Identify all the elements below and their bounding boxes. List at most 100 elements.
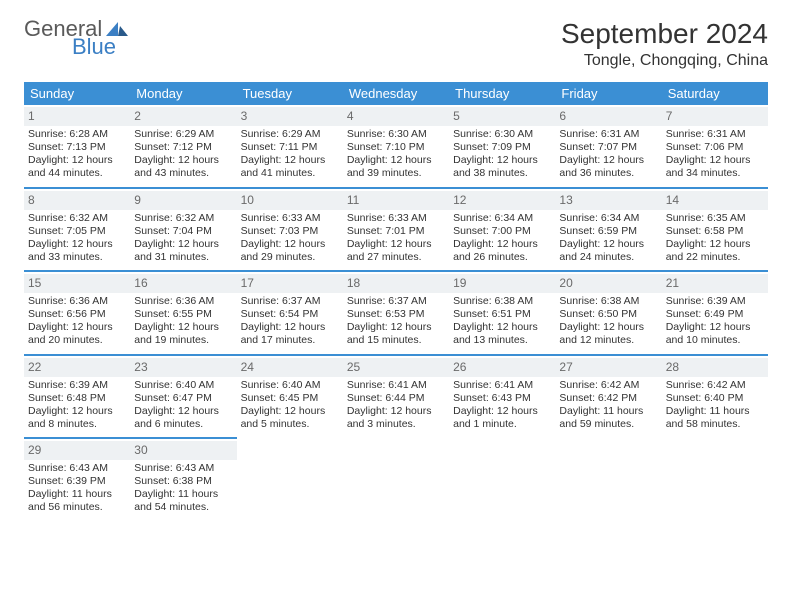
day-cell: 3Sunrise: 6:29 AMSunset: 7:11 PMDaylight… bbox=[237, 105, 343, 188]
logo-word2: Blue bbox=[72, 36, 128, 58]
sunrise-text: Sunrise: 6:39 AM bbox=[28, 379, 126, 392]
dl1-text: Daylight: 12 hours bbox=[666, 321, 764, 334]
day-cell bbox=[555, 438, 661, 521]
sunset-text: Sunset: 6:58 PM bbox=[666, 225, 764, 238]
sunset-text: Sunset: 7:05 PM bbox=[28, 225, 126, 238]
day-number: 7 bbox=[662, 107, 768, 126]
day-number: 5 bbox=[449, 107, 555, 126]
sunrise-text: Sunrise: 6:32 AM bbox=[134, 212, 232, 225]
dl2-text: and 5 minutes. bbox=[241, 418, 339, 431]
day-number: 11 bbox=[343, 191, 449, 210]
day-cell: 17Sunrise: 6:37 AMSunset: 6:54 PMDayligh… bbox=[237, 271, 343, 355]
day-cell: 2Sunrise: 6:29 AMSunset: 7:12 PMDaylight… bbox=[130, 105, 236, 188]
month-title: September 2024 bbox=[561, 18, 768, 50]
sunrise-text: Sunrise: 6:36 AM bbox=[134, 295, 232, 308]
logo: General Blue bbox=[24, 18, 128, 58]
dl2-text: and 41 minutes. bbox=[241, 167, 339, 180]
dl2-text: and 26 minutes. bbox=[453, 251, 551, 264]
day-cell: 14Sunrise: 6:35 AMSunset: 6:58 PMDayligh… bbox=[662, 188, 768, 272]
day-number: 2 bbox=[130, 107, 236, 126]
day-number: 13 bbox=[555, 191, 661, 210]
day-number: 17 bbox=[237, 274, 343, 293]
day-cell: 25 Sunrise: 6:41 AMSunset: 6:44 PMDayligh… bbox=[343, 355, 449, 439]
dl2-text: and 27 minutes. bbox=[347, 251, 445, 264]
sunrise-text: Sunrise: 6:34 AM bbox=[559, 212, 657, 225]
day-number: 19 bbox=[449, 274, 555, 293]
day-number: 14 bbox=[662, 191, 768, 210]
sunrise-text: Sunrise: 6:31 AM bbox=[666, 128, 764, 141]
sunset-text: Sunset: 7:03 PM bbox=[241, 225, 339, 238]
dl1-text: Daylight: 12 hours bbox=[453, 154, 551, 167]
dl2-text: and 20 minutes. bbox=[28, 334, 126, 347]
day-number: 6 bbox=[555, 107, 661, 126]
weekday-header: Saturday bbox=[662, 82, 768, 105]
dl1-text: Daylight: 11 hours bbox=[559, 405, 657, 418]
dl2-text: and 56 minutes. bbox=[28, 501, 126, 514]
dl2-text: and 38 minutes. bbox=[453, 167, 551, 180]
dl1-text: Daylight: 12 hours bbox=[453, 238, 551, 251]
dl2-text: and 19 minutes. bbox=[134, 334, 232, 347]
sunset-text: Sunset: 6:56 PM bbox=[28, 308, 126, 321]
weekday-header: Sunday bbox=[24, 82, 130, 105]
dl1-text: Daylight: 12 hours bbox=[666, 238, 764, 251]
sunrise-text: Sunrise: 6:32 AM bbox=[28, 212, 126, 225]
day-number: 9 bbox=[130, 191, 236, 210]
sunset-text: Sunset: 6:54 PM bbox=[241, 308, 339, 321]
dl2-text: and 31 minutes. bbox=[134, 251, 232, 264]
sunrise-text: Sunrise: 6:31 AM bbox=[559, 128, 657, 141]
dl2-text: and 33 minutes. bbox=[28, 251, 126, 264]
sunrise-text: Sunrise: 6:43 AM bbox=[134, 462, 232, 475]
location: Tongle, Chongqing, China bbox=[561, 52, 768, 70]
sunrise-text: Sunrise: 6:41 AM bbox=[453, 379, 551, 392]
day-number: 25 bbox=[343, 358, 449, 377]
sunset-text: Sunset: 6:53 PM bbox=[347, 308, 445, 321]
dl1-text: Daylight: 12 hours bbox=[666, 154, 764, 167]
sunset-text: Sunset: 6:45 PM bbox=[241, 392, 339, 405]
day-number: 4 bbox=[343, 107, 449, 126]
dl1-text: Daylight: 12 hours bbox=[28, 321, 126, 334]
sunset-text: Sunset: 6:48 PM bbox=[28, 392, 126, 405]
day-number: 23 bbox=[130, 358, 236, 377]
day-number: 22 bbox=[24, 358, 130, 377]
day-cell: 4Sunrise: 6:30 AMSunset: 7:10 PMDaylight… bbox=[343, 105, 449, 188]
sunrise-text: Sunrise: 6:42 AM bbox=[559, 379, 657, 392]
day-number: 20 bbox=[555, 274, 661, 293]
day-number: 15 bbox=[24, 274, 130, 293]
sunset-text: Sunset: 6:49 PM bbox=[666, 308, 764, 321]
dl1-text: Daylight: 12 hours bbox=[241, 154, 339, 167]
sunrise-text: Sunrise: 6:36 AM bbox=[28, 295, 126, 308]
sunset-text: Sunset: 6:40 PM bbox=[666, 392, 764, 405]
day-cell: 5Sunrise: 6:30 AMSunset: 7:09 PMDaylight… bbox=[449, 105, 555, 188]
sunrise-text: Sunrise: 6:30 AM bbox=[453, 128, 551, 141]
day-number: 30 bbox=[130, 441, 236, 460]
day-number: 10 bbox=[237, 191, 343, 210]
weekday-header: Tuesday bbox=[237, 82, 343, 105]
sunrise-text: Sunrise: 6:30 AM bbox=[347, 128, 445, 141]
dl1-text: Daylight: 12 hours bbox=[453, 321, 551, 334]
sunrise-text: Sunrise: 6:39 AM bbox=[666, 295, 764, 308]
sunrise-text: Sunrise: 6:38 AM bbox=[559, 295, 657, 308]
sunrise-text: Sunrise: 6:33 AM bbox=[347, 212, 445, 225]
dl1-text: Daylight: 12 hours bbox=[134, 238, 232, 251]
dl2-text: and 34 minutes. bbox=[666, 167, 764, 180]
dl1-text: Daylight: 12 hours bbox=[347, 405, 445, 418]
dl1-text: Daylight: 12 hours bbox=[347, 154, 445, 167]
day-cell: 13Sunrise: 6:34 AMSunset: 6:59 PMDayligh… bbox=[555, 188, 661, 272]
weekday-header: Friday bbox=[555, 82, 661, 105]
dl1-text: Daylight: 12 hours bbox=[347, 321, 445, 334]
dl2-text: and 39 minutes. bbox=[347, 167, 445, 180]
sunrise-text: Sunrise: 6:37 AM bbox=[347, 295, 445, 308]
sunset-text: Sunset: 7:13 PM bbox=[28, 141, 126, 154]
week-row: 29Sunrise: 6:43 AMSunset: 6:39 PMDayligh… bbox=[24, 438, 768, 521]
sunset-text: Sunset: 6:50 PM bbox=[559, 308, 657, 321]
day-number: 24 bbox=[237, 358, 343, 377]
sunrise-text: Sunrise: 6:41 AM bbox=[347, 379, 445, 392]
dl1-text: Daylight: 12 hours bbox=[134, 154, 232, 167]
day-cell bbox=[343, 438, 449, 521]
sunset-text: Sunset: 6:44 PM bbox=[347, 392, 445, 405]
day-cell: 29Sunrise: 6:43 AMSunset: 6:39 PMDayligh… bbox=[24, 438, 130, 521]
day-cell: 1Sunrise: 6:28 AMSunset: 7:13 PMDaylight… bbox=[24, 105, 130, 188]
day-cell: 23Sunrise: 6:40 AMSunset: 6:47 PMDayligh… bbox=[130, 355, 236, 439]
sunset-text: Sunset: 6:38 PM bbox=[134, 475, 232, 488]
day-number: 12 bbox=[449, 191, 555, 210]
